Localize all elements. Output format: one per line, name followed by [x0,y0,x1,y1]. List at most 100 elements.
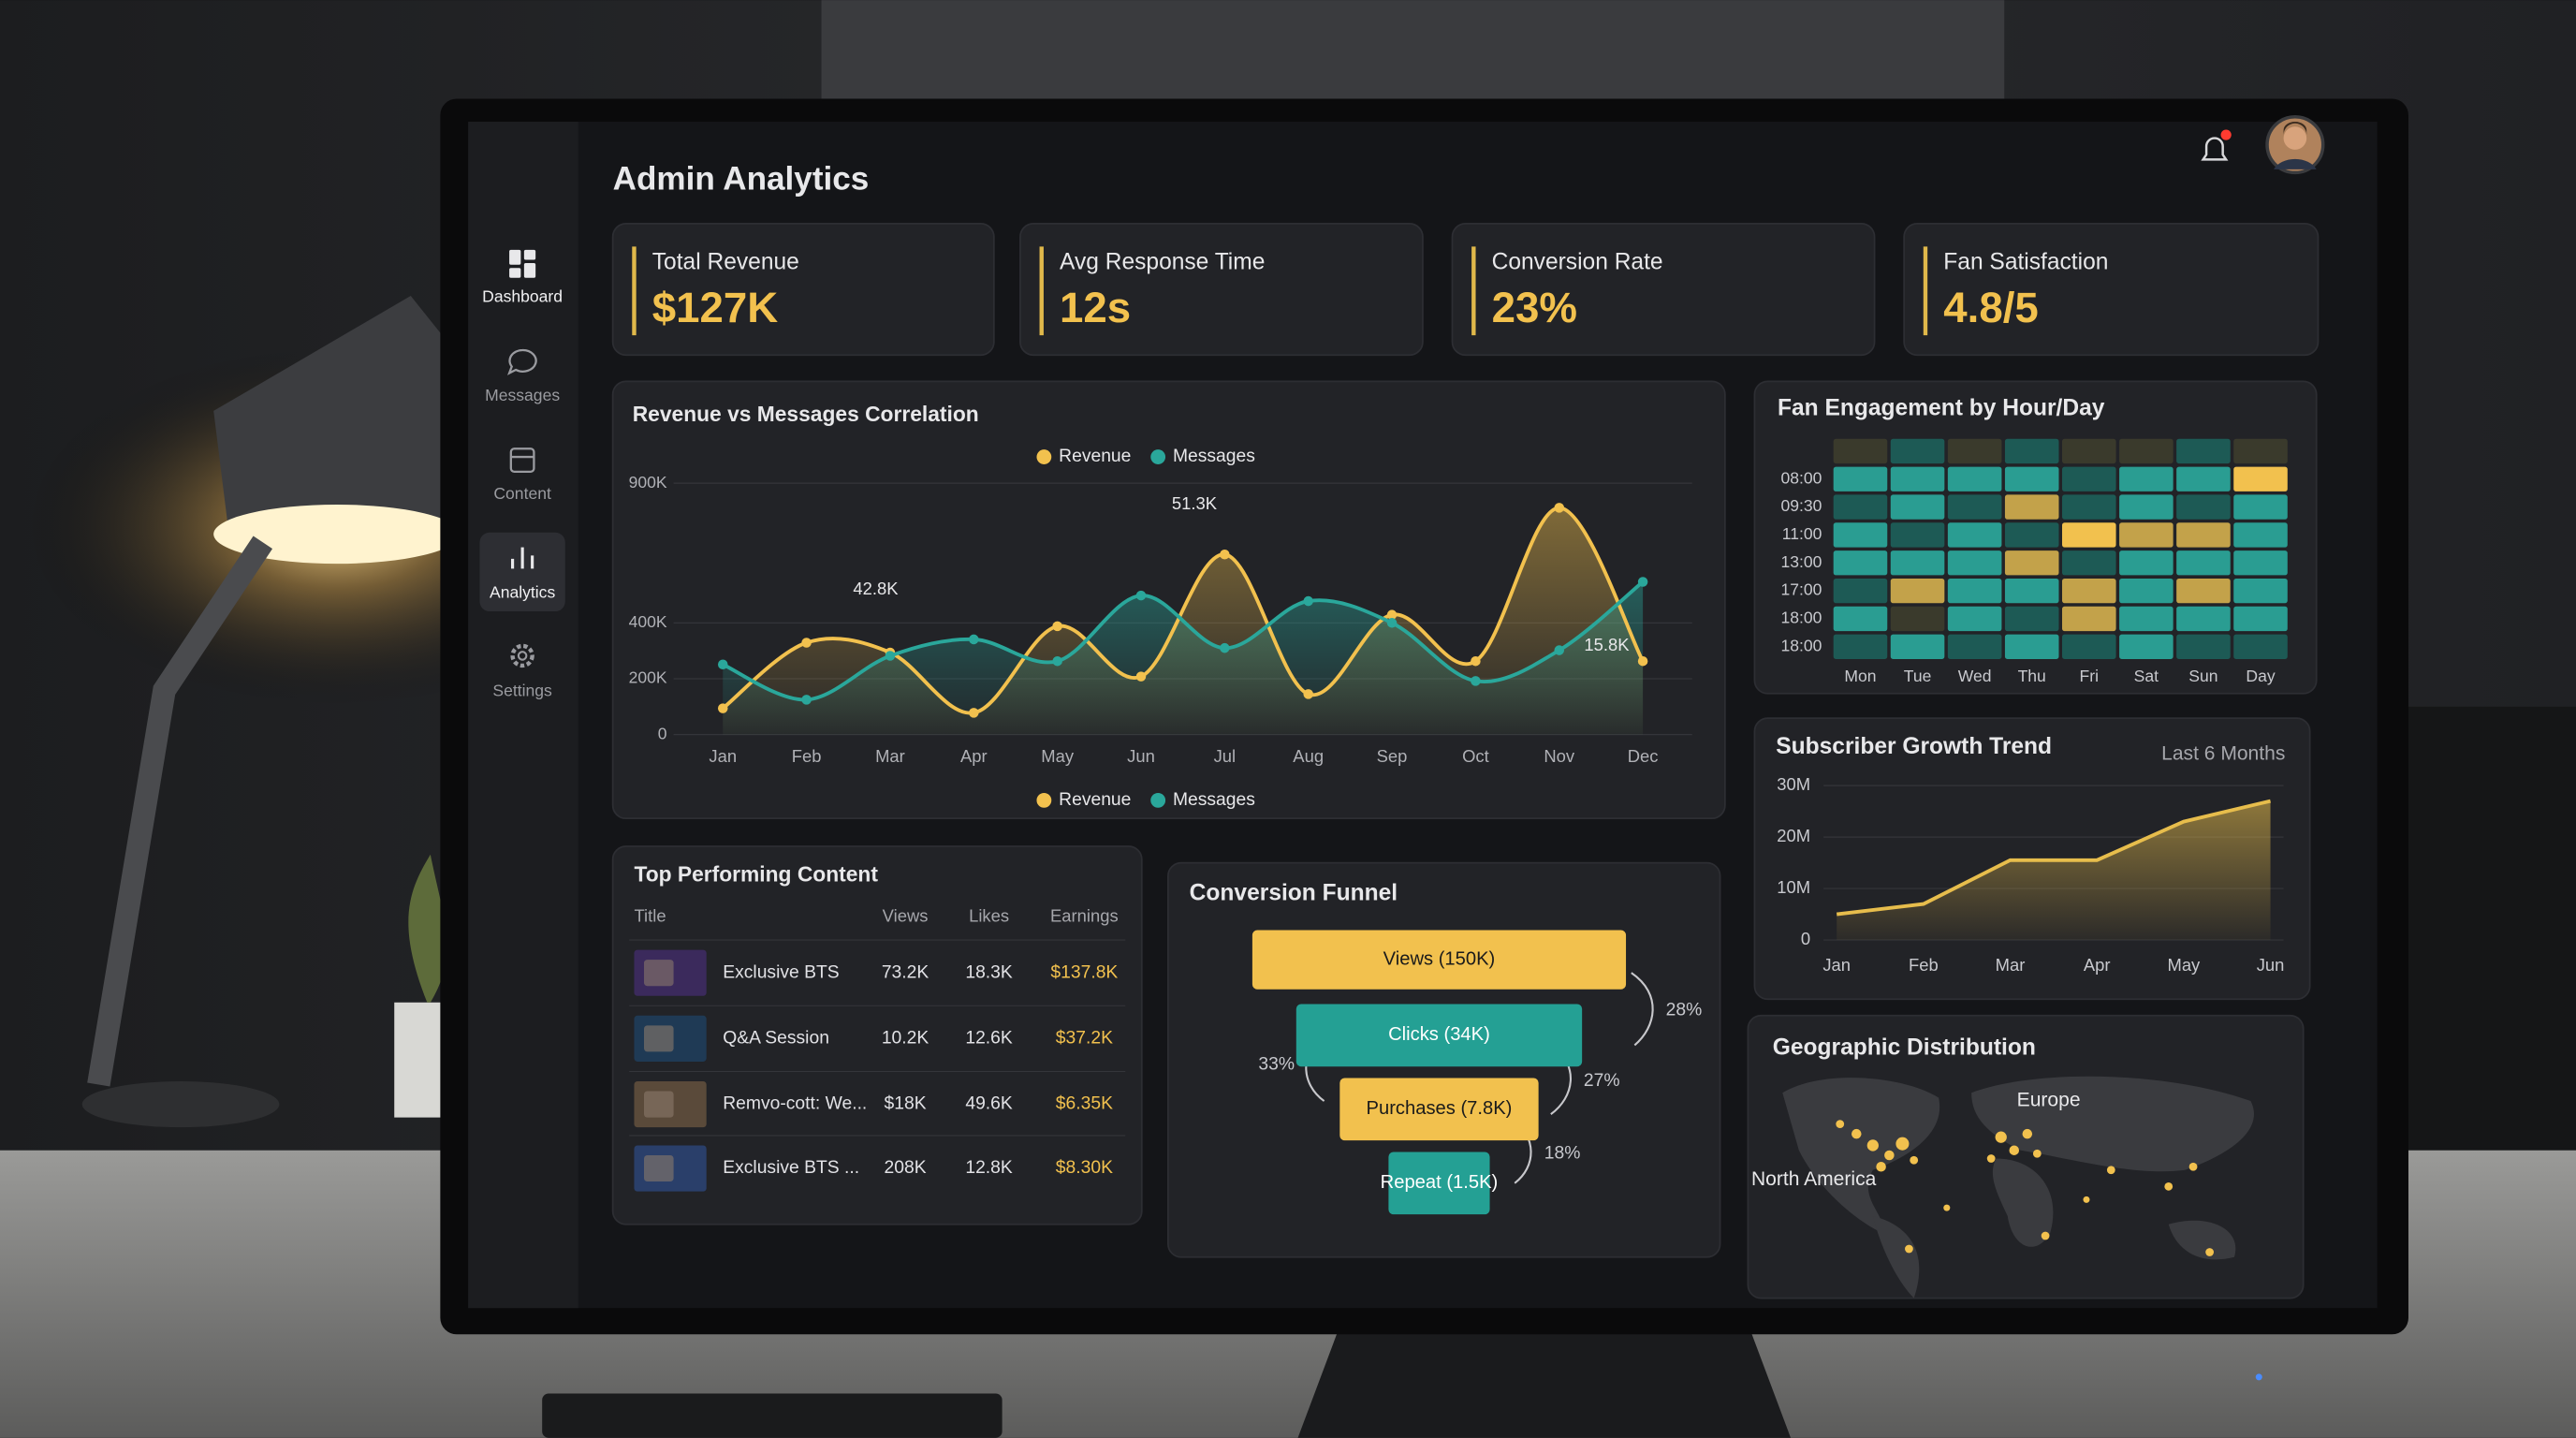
continent [1782,1078,1940,1233]
revenue-chart-title: Revenue vs Messages Correlation [633,402,979,426]
content-thumbnail-highlight [644,1025,674,1052]
legend-swatch [1036,449,1052,464]
kpi-value: 23% [1492,284,1577,331]
sidebar-item-label[interactable]: Settings [492,682,552,700]
heatmap-cell [1833,578,1888,604]
data-point [717,659,728,670]
heatmap-row-label: 08:00 [1780,468,1822,487]
world-map [1782,1076,2254,1299]
data-point [1135,671,1147,682]
data-point [1220,642,1230,653]
table-cell: $18K [885,1094,927,1114]
hotspot [1986,1154,1996,1163]
subscriber-chart-title: Subscriber Growth Trend [1776,734,2052,759]
data-point [1471,676,1481,686]
funnel-rate: 28% [1666,1001,1703,1020]
data-point [1052,655,1062,667]
y-tick-label: 20M [1777,826,1810,845]
funnel-stage [1339,1078,1539,1141]
geo-label: North America [1751,1168,1877,1190]
heatmap-cell [1833,606,1888,632]
data-point [969,708,979,718]
heatmap-cell [1947,550,2002,576]
data-point [1135,590,1147,601]
power-led [2255,1373,2262,1381]
heatmap-cell [1890,634,1945,659]
icon-content [509,448,535,473]
subscriber-chart-subtitle: Last 6 Months [2161,742,2285,764]
heatmap-row-label: 18:00 [1780,636,1822,654]
funnel-stage-label: Views (150K) [1383,948,1496,969]
heatmap-col-label: Tue [1904,667,1932,685]
heatmap-col-label: Sat [2134,667,2159,685]
table-cell: 12.8K [965,1158,1013,1178]
hotspot [2205,1248,2214,1256]
notification-bell[interactable] [2201,137,2229,161]
kpi-value: 4.8/5 [1943,284,2038,331]
heatmap-cell [2176,494,2231,520]
x-tick-label: Aug [1293,746,1324,766]
y-tick-label: 0 [1801,929,1810,948]
x-tick-label: Jun [2257,955,2285,975]
heatmap-cell [2062,550,2116,576]
kpi-label: Avg Response Time [1060,249,1265,274]
heatmap-title: Fan Engagement by Hour/Day [1778,396,2105,421]
heatmap-cell [2176,550,2231,576]
data-point [801,638,812,648]
kpi-card [1903,222,2320,357]
table-cell: 208K [885,1158,927,1178]
x-tick-label: Sep [1377,746,1408,766]
hotspot [1943,1204,1951,1211]
heatmap-cell [2119,578,2174,604]
icon-messages [506,348,537,375]
sidebar-item-label[interactable]: Messages [485,386,560,404]
hotspot [1895,1137,1910,1151]
heatmap-cell [1947,522,2002,548]
icon-part [523,249,536,260]
heatmap-cell [2004,522,2059,548]
sidebar-item-label[interactable]: Content [493,484,551,503]
heatmap-row-label: 13:00 [1780,552,1822,571]
hotspot [2188,1162,2198,1171]
legend-swatch [1150,449,1166,464]
kpi-value: 12s [1060,284,1131,331]
heatmap-cell [2233,466,2288,492]
data-point [1220,549,1230,560]
sidebar-item-label[interactable]: Dashboard [482,286,563,305]
data-point [1386,618,1398,628]
hotspot [2022,1128,2033,1139]
heatmap-cell [2004,466,2059,492]
funnel-rate: 27% [1584,1071,1620,1091]
x-tick-label: Oct [1462,746,1489,766]
table-title: Top Performing Content [634,862,878,887]
sidebar-item-label[interactable]: Analytics [490,582,555,601]
table-header: Title [634,905,666,925]
heatmap-cell [2233,578,2288,604]
heatmap-cell [2176,634,2231,659]
heatmap-cell [2004,550,2059,576]
heatmap-cell [2119,606,2174,632]
heatmap-col-label: Mon [1844,667,1876,685]
funnel-title: Conversion Funnel [1190,880,1398,905]
funnel-stage [1388,1152,1490,1215]
heatmap-cell [1947,466,2002,492]
heatmap-cell [2062,606,2116,632]
heatmap-cell [1947,494,2002,520]
heatmap-col-label: Fri [2080,667,2099,685]
funnel-stage [1251,930,1627,990]
kpi-card [611,222,995,357]
heatmap-cell [2233,550,2288,576]
kpi-label: Total Revenue [652,249,799,274]
data-point [1637,655,1648,667]
funnel-stage-label: Clicks (34K) [1388,1024,1490,1045]
table-cell: $8.30K [1056,1158,1113,1178]
heatmap-cell [2062,522,2116,548]
x-tick-label: Mar [1996,955,2026,975]
continent [2168,1220,2236,1260]
kpi-label: Conversion Rate [1492,249,1663,274]
heatmap-col-label: Day [2246,667,2275,685]
hotspot [2009,1145,2020,1155]
kpi-value: $127K [652,284,778,331]
